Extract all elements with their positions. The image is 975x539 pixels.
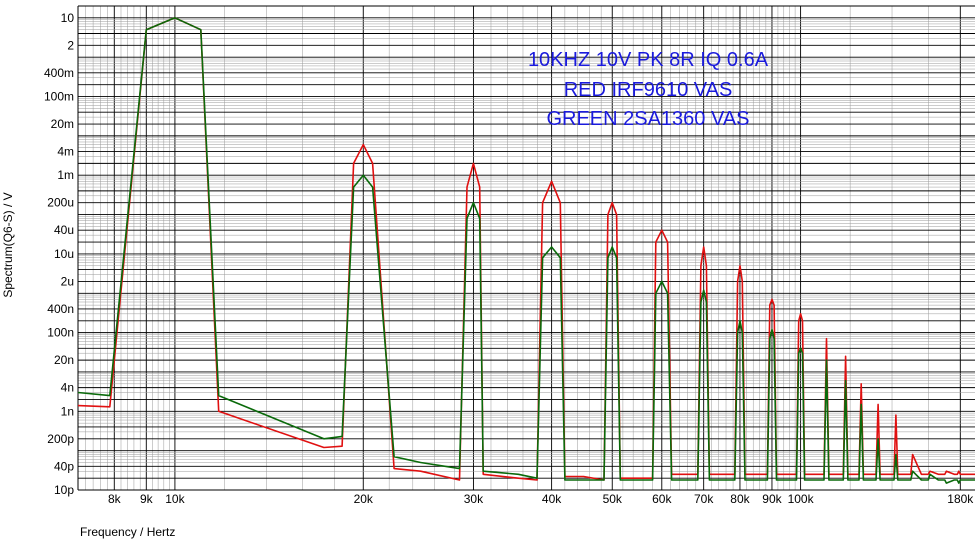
y-tick-label: 1m <box>57 168 74 182</box>
x-tick-label: 180k <box>947 492 974 506</box>
x-tick-label: 40k <box>542 492 562 506</box>
annotation-line-1: 10KHZ 10V PK 8R IQ 0.6A <box>528 49 769 71</box>
y-tick-label: 200u <box>47 196 74 210</box>
annotation-line-2: RED IRF9610 VAS <box>564 79 733 101</box>
y-tick-label: 10u <box>54 247 74 261</box>
y-tick-label: 20m <box>51 117 74 131</box>
x-tick-label: 70k <box>694 492 714 506</box>
y-tick-label: 100m <box>44 90 74 104</box>
x-tick-label: 30k <box>464 492 484 506</box>
y-tick-label: 4m <box>57 145 74 159</box>
x-tick-label: 20k <box>354 492 374 506</box>
grid <box>77 5 975 491</box>
y-tick-labels: 10 2 400m 100m 20m 4m 1m 200u 40u 10u 2u 400n 100n 20… <box>44 11 74 497</box>
y-tick-label: 10p <box>54 483 74 497</box>
y-tick-label: 200p <box>47 432 74 446</box>
x-tick-label: 90k <box>762 492 782 506</box>
y-tick-label: 40p <box>54 459 74 473</box>
series-line-red <box>77 16 975 481</box>
x-tick-label: 9k <box>140 492 154 506</box>
y-axis-label: Spectrum(Q6-S) / V <box>1 192 15 297</box>
x-tick-label: 50k <box>603 492 623 506</box>
y-tick-label: 2 <box>67 38 74 52</box>
x-tick-label: 60k <box>652 492 672 506</box>
y-tick-label: 4n <box>61 381 74 395</box>
series-line-green <box>77 16 975 484</box>
y-tick-label: 20n <box>54 353 74 367</box>
y-tick-label: 400m <box>44 66 74 80</box>
x-tick-labels: 8k 9k 10k 20k 30k 40k 50k 60k 70k 80k 90k 100k 180k <box>108 492 974 506</box>
x-tick-label: 100k <box>788 492 815 506</box>
annotation-line-3: GREEN 2SA1360 VAS <box>546 108 749 130</box>
y-tick-label: 1n <box>61 404 74 418</box>
x-axis-label: Frequency / Hertz <box>80 525 175 539</box>
plot-frame <box>77 6 975 491</box>
x-tick-label: 80k <box>730 492 750 506</box>
y-tick-label: 400n <box>47 302 74 316</box>
x-tick-label: 8k <box>108 492 122 506</box>
y-tick-label: 100n <box>47 326 74 340</box>
y-tick-label: 40u <box>54 223 74 237</box>
x-tick-label: 10k <box>165 492 185 506</box>
annotations: 10KHZ 10V PK 8R IQ 0.6A RED IRF9610 VAS … <box>528 49 769 130</box>
y-tick-label: 10 <box>61 11 75 25</box>
y-tick-label: 2u <box>61 274 74 288</box>
series-layer <box>77 16 975 484</box>
